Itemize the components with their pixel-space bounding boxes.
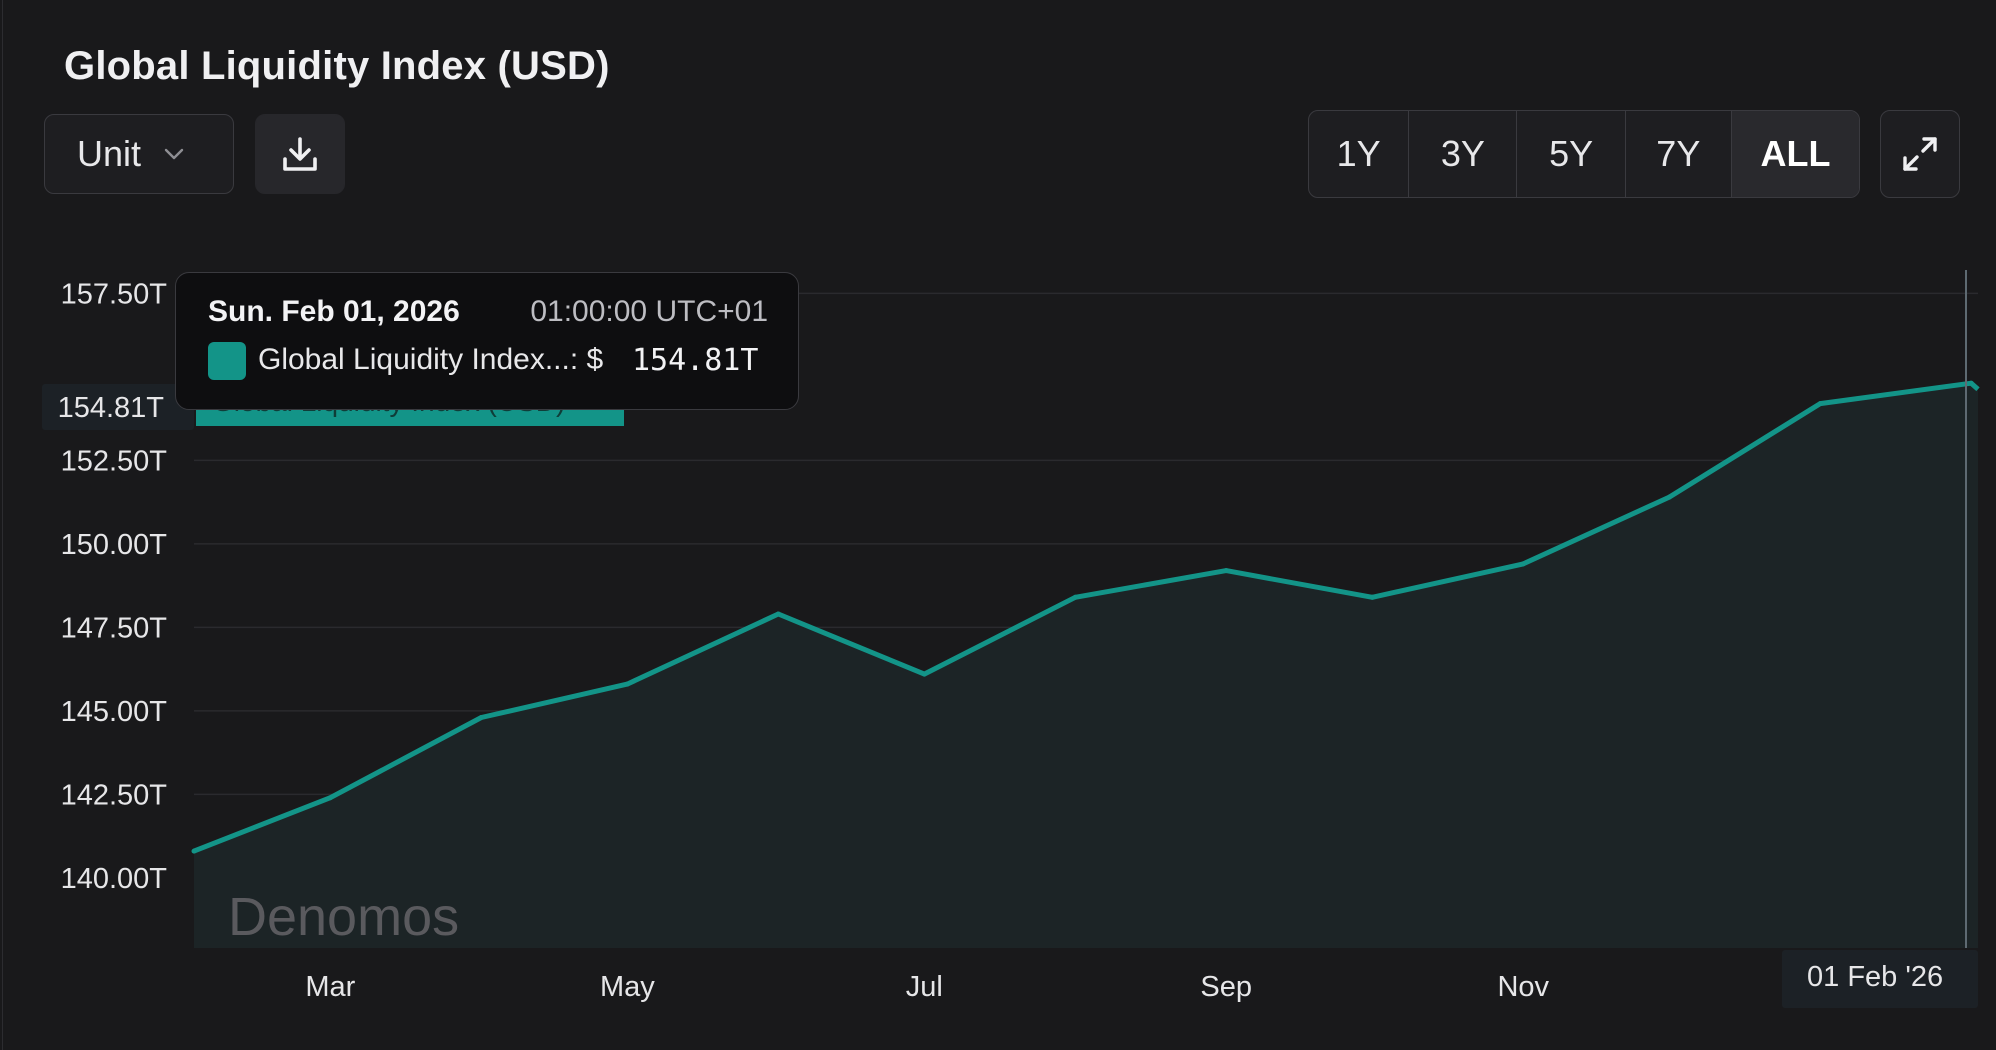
x-tick-label: Mar — [305, 971, 355, 1003]
data-point — [327, 795, 333, 801]
y-tick-label: 147.50T — [61, 612, 168, 644]
data-point — [1817, 401, 1823, 407]
x-tick-label: May — [600, 971, 655, 1003]
crosshair-y-label: 154.81T — [42, 384, 194, 430]
range-selector: 1Y 3Y 5Y 7Y ALL — [1308, 110, 1860, 198]
y-axis: 140.00T 142.50T 145.00T 147.50T 150.00T 152.5… — [61, 278, 168, 894]
x-tick-label: Nov — [1497, 971, 1549, 1003]
x-tick-label: Jul — [906, 971, 943, 1003]
download-button[interactable] — [255, 114, 345, 194]
chart-tooltip: Sun. Feb 01, 2026 01:00:00 UTC+01 Global… — [175, 272, 799, 410]
tooltip-time: 01:00:00 UTC+01 — [530, 295, 768, 328]
range-7y-button[interactable]: 7Y — [1626, 111, 1732, 197]
data-point — [921, 671, 927, 677]
unit-select[interactable]: Unit — [44, 114, 234, 194]
unit-select-label: Unit — [77, 133, 142, 174]
y-tick-label: 157.50T — [61, 278, 168, 310]
range-1y-button[interactable]: 1Y — [1309, 111, 1410, 197]
tooltip-date: Sun. Feb 01, 2026 — [208, 295, 460, 328]
crosshair-x-date: 01 Feb '26 — [1807, 961, 1944, 993]
data-point — [478, 715, 484, 720]
crosshair-y-value: 154.81T — [57, 392, 164, 424]
y-tick-label: 152.50T — [61, 445, 168, 477]
data-point — [775, 611, 781, 617]
watermark: Denomos — [228, 887, 459, 947]
data-point — [1666, 494, 1672, 500]
series-area — [194, 383, 1978, 948]
x-tick-label: Sep — [1200, 971, 1252, 1003]
download-icon — [283, 137, 317, 171]
crosshair-x-label: 01 Feb '26 — [1782, 950, 1978, 1008]
tooltip-series-swatch — [208, 342, 246, 380]
expand-icon — [1903, 137, 1937, 171]
chevron-down-icon — [164, 148, 184, 160]
y-tick-label: 142.50T — [61, 779, 168, 811]
range-5y-button[interactable]: 5Y — [1517, 111, 1626, 197]
y-tick-label: 145.00T — [61, 696, 168, 728]
data-point — [1968, 380, 1974, 386]
chart-title: Global Liquidity Index (USD) — [64, 44, 610, 88]
data-point — [191, 848, 197, 854]
fullscreen-button[interactable] — [1880, 110, 1960, 198]
series-area-fill — [194, 383, 1978, 948]
y-tick-label: 140.00T — [61, 863, 168, 895]
range-3y-button[interactable]: 3Y — [1409, 111, 1518, 197]
x-axis: MarMayJulSepNov2026 — [305, 971, 1852, 1003]
data-point — [1369, 594, 1375, 600]
tooltip-value: 154.81T — [632, 343, 759, 378]
range-all-button[interactable]: ALL — [1731, 111, 1859, 197]
y-tick-label: 150.00T — [61, 529, 168, 561]
data-point — [1223, 568, 1229, 574]
data-point — [1520, 561, 1526, 567]
series-line-group — [191, 380, 1980, 854]
data-point — [624, 681, 630, 687]
tooltip-series-label: Global Liquidity Index...: $ — [258, 343, 604, 376]
data-point — [1072, 594, 1078, 600]
series-line — [193, 380, 1980, 854]
